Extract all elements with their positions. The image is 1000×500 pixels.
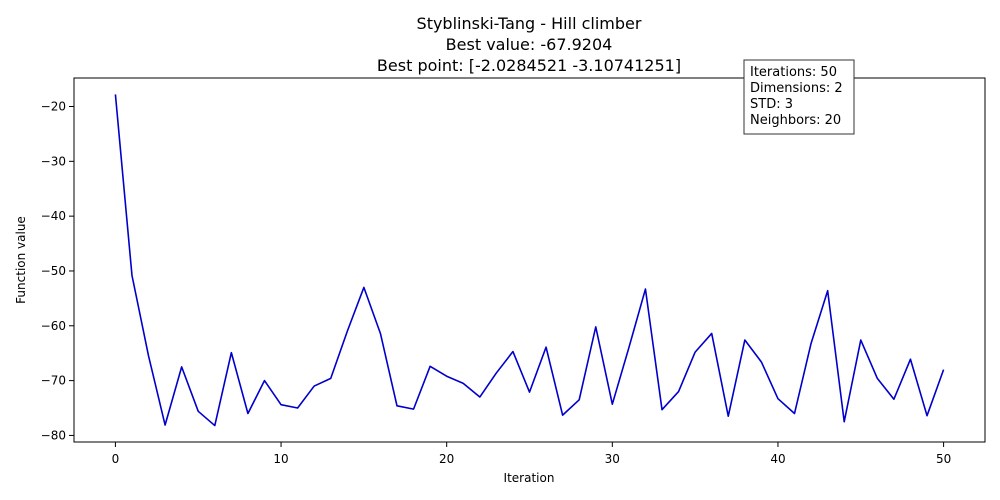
info-neighbors: Neighbors: 20: [750, 113, 841, 128]
info-iterations: Iterations: 50: [750, 65, 837, 80]
y-tick-label: −50: [41, 264, 66, 278]
y-tick-label: −30: [41, 154, 66, 168]
x-tick-label: 30: [605, 452, 620, 466]
y-tick-label: −20: [41, 100, 66, 114]
x-tick-label: 10: [273, 452, 288, 466]
y-tick-label: −60: [41, 319, 66, 333]
x-tick-label: 0: [112, 452, 120, 466]
y-tick-label: −70: [41, 374, 66, 388]
title-line-1: Best value: -67.9204: [446, 35, 613, 54]
info-dimensions: Dimensions: 2: [750, 81, 843, 96]
x-tick-label: 20: [439, 452, 454, 466]
x-axis: 0 10 20 30 40 50: [112, 442, 951, 466]
info-box-frame: [743, 59, 855, 135]
y-axis: −20 −30 −40 −50 −60 −70 −80: [41, 100, 74, 442]
x-tick-label: 40: [770, 452, 785, 466]
title-line-0: Styblinski-Tang - Hill climber: [417, 14, 642, 33]
series-line: [114, 94, 945, 427]
x-tick-label: 50: [936, 452, 951, 466]
y-tick-label: −40: [41, 209, 66, 223]
y-axis-label: Function value: [14, 216, 28, 304]
plot-area: [73, 77, 986, 443]
info-box: Iterations: 50 Dimensions: 2 STD: 3 Neig…: [743, 59, 855, 135]
x-axis-label: Iteration: [504, 471, 555, 485]
title-line-2: Best point: [-2.0284521 -3.10741251]: [377, 56, 681, 75]
chart-title: Styblinski-Tang - Hill climber Best valu…: [377, 14, 681, 75]
y-tick-label: −80: [41, 428, 66, 442]
info-std: STD: 3: [750, 97, 793, 112]
